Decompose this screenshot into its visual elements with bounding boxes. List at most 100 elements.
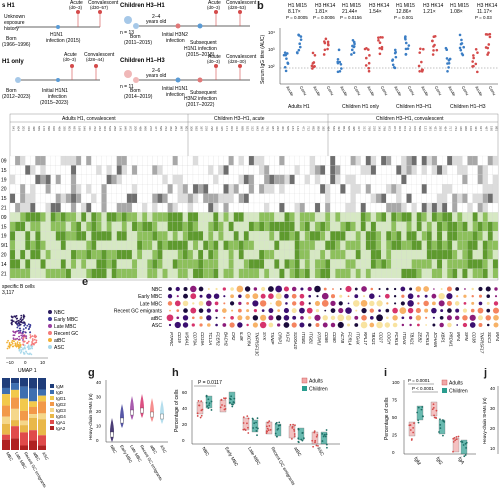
panel-c-cell	[442, 268, 448, 279]
panel-c-cell	[289, 184, 295, 194]
panel-d-point	[19, 321, 22, 324]
panel-f-segment	[2, 416, 10, 424]
panel-e-dot	[277, 323, 281, 327]
panel-h-point	[290, 438, 293, 440]
panel-d-point	[27, 344, 30, 347]
panel-c-cell	[330, 259, 336, 269]
panel-b-point	[418, 51, 422, 54]
panel-c-cell	[330, 231, 336, 241]
panel-e-gene: IRF4	[495, 332, 500, 342]
panel-b-point	[486, 33, 490, 36]
panel-b-point	[381, 36, 384, 39]
panel-c-cell	[55, 259, 61, 269]
panel-c-cell	[416, 259, 422, 269]
panel-c-cell	[238, 259, 244, 269]
panel-h-point	[313, 430, 316, 433]
panel-g-ytick: 10	[96, 424, 102, 429]
panel-c-cell	[208, 165, 214, 175]
panel-c-col-label: 461	[261, 126, 265, 131]
panel-c-cell	[436, 212, 443, 222]
panel-c-cell	[35, 231, 41, 241]
panel-e-gene: FCER2	[216, 332, 221, 346]
panel-d-point	[16, 330, 19, 333]
panel-c-cell	[279, 240, 285, 251]
panel-c-cell	[482, 240, 488, 251]
panel-c-cell	[192, 184, 199, 194]
panel-c-col-label: 768	[367, 126, 371, 131]
panel-c-cell	[131, 155, 138, 166]
panel-c-cell	[259, 221, 265, 232]
panel-c-cell	[111, 155, 117, 166]
panel-c-cell	[381, 212, 387, 222]
panel-c-cell	[335, 165, 341, 175]
panel-i-point	[421, 406, 424, 408]
panel-c-cell	[314, 202, 321, 213]
panel-c-col-label: 121	[423, 126, 427, 131]
panel-c-cell	[50, 174, 56, 185]
panel-h-point	[196, 415, 199, 417]
panel-b-xlabel: Acute	[285, 85, 295, 97]
panel-c-cell	[447, 155, 453, 166]
panel-c-cell	[426, 155, 432, 166]
panel-i-point	[463, 455, 466, 458]
panel-c-cell	[142, 259, 148, 269]
panel-c-cell	[25, 221, 31, 232]
panel-d-legend-label: NBC	[54, 310, 65, 316]
panel-e-row-label: ASC	[152, 323, 163, 329]
panel-e-dot	[401, 323, 405, 327]
panel-e-dot	[462, 308, 468, 313]
panel-c-cell	[233, 259, 239, 269]
panel-e-dot	[323, 287, 327, 291]
panel-c-cell	[162, 155, 168, 166]
panel-c-cell	[86, 249, 92, 260]
panel-c-cell	[243, 249, 249, 260]
panel-c-cell	[472, 221, 478, 232]
panel-c-cell	[187, 259, 194, 269]
panel-c-cell	[76, 259, 82, 269]
panel-i-point	[420, 408, 423, 411]
panel-c-cell	[421, 221, 427, 232]
panel-e-dot	[190, 293, 197, 300]
panel-e-dot	[361, 307, 367, 314]
panel-c-cell	[142, 268, 148, 279]
panel-c-cell	[274, 240, 280, 251]
panel-c-cell	[65, 155, 72, 166]
panel-c-cell	[198, 221, 204, 232]
cohort3-gap: 2–4	[152, 14, 161, 20]
panel-b-point	[431, 53, 435, 56]
panel-e-dot	[283, 286, 289, 292]
panel-d-point	[26, 324, 29, 327]
panel-c-cell	[116, 259, 122, 269]
panel-c-cell	[381, 174, 387, 185]
panel-c-col-label: 890	[47, 126, 51, 131]
panel-c-cell	[35, 268, 41, 279]
panel-c-cell	[76, 165, 82, 175]
panel-c-cell	[126, 165, 133, 175]
cohort4-conv: Convalescent	[226, 54, 257, 60]
cohort4-n: n = 11	[120, 84, 134, 90]
panel-h-point	[300, 438, 303, 441]
panel-c-cell	[147, 202, 153, 213]
panel-e-gene: CD86	[324, 332, 329, 343]
panel-c-cell	[218, 174, 224, 185]
panel-c-cell	[248, 249, 255, 260]
panel-c-cell	[248, 259, 255, 269]
panel-c-cell	[228, 249, 234, 260]
panel-c-cell	[462, 155, 468, 166]
panel-c-row-label: 09	[1, 159, 7, 165]
panel-h-point	[268, 420, 271, 423]
panel-c-cell	[96, 268, 102, 279]
panel-d-legend-swatch	[48, 310, 52, 314]
panel-c-cell	[309, 231, 316, 241]
panel-c-cell	[35, 165, 41, 175]
panel-c-col-label: 497	[484, 126, 488, 131]
panel-e-dot	[215, 309, 219, 313]
panel-c-col-label: 854	[342, 126, 346, 131]
panel-c-cell	[350, 259, 356, 269]
panel-c-cell	[304, 268, 310, 279]
panel-e-dot	[322, 315, 328, 321]
panel-c-cell	[411, 259, 417, 269]
panel-c-cell	[45, 193, 51, 204]
panel-c-col-label: 592	[195, 126, 199, 131]
